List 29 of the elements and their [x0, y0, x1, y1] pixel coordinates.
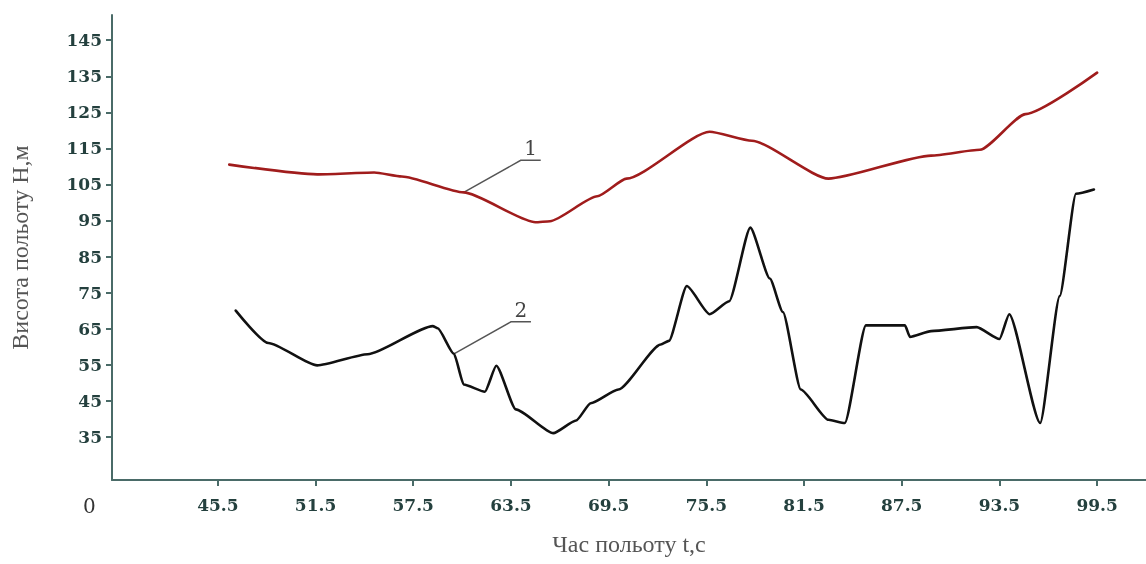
line-series [227, 71, 1099, 224]
y-tick-label: 75 [78, 282, 102, 303]
x-tick-label: 63.5 [490, 494, 532, 515]
y-tick-label: 45 [78, 390, 102, 411]
y-tick-label: 135 [66, 66, 102, 87]
y-tick-label: 95 [78, 210, 102, 231]
y-tick-label: 125 [66, 102, 102, 123]
x-tick-label: 69.5 [587, 494, 630, 515]
x-tick-label: 93.5 [978, 494, 1021, 515]
x-tick-label: 75.5 [685, 494, 728, 515]
x-tick-label: 57.5 [392, 494, 434, 515]
annotation: 2 [514, 297, 528, 322]
annotation: 1 [524, 136, 538, 161]
text: 0 [83, 494, 96, 518]
x-tick-label: 87.5 [881, 494, 923, 515]
y-tick-label: 115 [66, 138, 102, 159]
x-axis-title: Час польоту t,с [552, 531, 706, 557]
y-tick-label: 65 [78, 318, 102, 339]
x-tick-label: 51.5 [294, 494, 337, 515]
y-tick-label: 85 [78, 246, 102, 267]
y-tick-label: 35 [78, 426, 102, 447]
y-tick-label: 105 [66, 174, 102, 195]
line-series [234, 188, 1096, 435]
x-tick-label: 45.5 [197, 494, 239, 515]
x-tick-label: 99.5 [1076, 494, 1118, 515]
x-tick-label: 81.5 [783, 494, 825, 515]
y-tick-label: 145 [66, 30, 102, 51]
y-tick-label: 55 [78, 354, 102, 375]
y-axis-title: Висота польоту H,м [7, 145, 33, 350]
